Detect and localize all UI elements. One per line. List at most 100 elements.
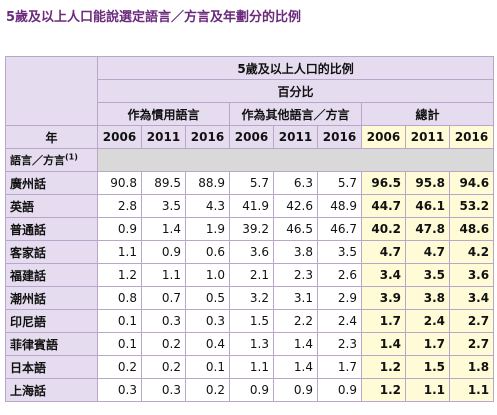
total-value: 4.2: [448, 240, 495, 264]
other-value: 2.3: [273, 263, 318, 287]
usual-value: 0.8: [97, 286, 142, 310]
year-total-2006: 2006: [361, 125, 406, 149]
other-value: 2.1: [229, 263, 274, 287]
table-row: 廣州話 90.8 89.5 88.9 5.7 6.3 5.7 96.5 95.8 94.6: [5, 171, 495, 195]
total-value: 47.8: [405, 217, 450, 241]
other-value: 1.1: [229, 355, 274, 379]
total-value: 3.4: [361, 263, 406, 287]
usual-value: 1.2: [97, 263, 142, 287]
other-value: 1.3: [229, 332, 274, 356]
year-other-2016: 2016: [317, 125, 362, 149]
usual-value: 0.5: [185, 286, 230, 310]
table-row: 英語 2.8 3.5 4.3 41.9 42.6 48.9 44.7 46.1 53.2: [5, 194, 495, 218]
usual-value: 1.1: [141, 263, 186, 287]
total-value: 3.9: [361, 286, 406, 310]
usual-value: 4.3: [185, 194, 230, 218]
usual-value: 88.9: [185, 171, 230, 195]
year-total-2016: 2016: [448, 125, 495, 149]
total-value: 2.7: [448, 309, 495, 333]
other-value: 1.4: [273, 355, 318, 379]
header-main: 5歲及以上人口的比例: [96, 56, 495, 80]
other-value: 5.7: [317, 171, 362, 195]
row-language: 普通話: [5, 217, 98, 241]
table-row: 菲律賓語 0.1 0.2 0.4 1.3 1.4 2.3 1.4 1.7 2.7: [5, 332, 495, 356]
total-value: 2.7: [448, 332, 495, 356]
other-value: 0.9: [229, 378, 274, 402]
other-value: 2.2: [273, 309, 318, 333]
language-table: 5歲及以上人口的比例 百分比 作為慣用語言 作為其他語言／方言 總計 年 200…: [5, 56, 495, 402]
other-value: 42.6: [273, 194, 318, 218]
other-value: 2.6: [317, 263, 362, 287]
total-value: 1.1: [448, 378, 495, 402]
row-language: 印尼語: [5, 309, 98, 333]
total-value: 1.5: [405, 355, 450, 379]
total-value: 2.4: [405, 309, 450, 333]
total-value: 40.2: [361, 217, 406, 241]
header-sub: 百分比: [96, 79, 495, 103]
other-value: 3.5: [317, 240, 362, 264]
other-value: 3.2: [229, 286, 274, 310]
usual-value: 0.2: [185, 378, 230, 402]
row-language: 上海話: [5, 378, 98, 402]
row-language: 福建話: [5, 263, 98, 287]
corner-cell: [5, 56, 98, 126]
usual-value: 0.9: [97, 217, 142, 241]
year-label: 年: [5, 125, 98, 149]
year-total-2011: 2011: [405, 125, 450, 149]
usual-value: 1.1: [97, 240, 142, 264]
usual-value: 0.1: [185, 355, 230, 379]
usual-value: 0.2: [97, 355, 142, 379]
total-value: 1.8: [448, 355, 495, 379]
row-language: 英語: [5, 194, 98, 218]
total-value: 94.6: [448, 171, 495, 195]
usual-value: 0.1: [97, 332, 142, 356]
page-title: 5歲及以上人口能說選定語言／方言及年劃分的比例: [6, 10, 302, 25]
other-value: 39.2: [229, 217, 274, 241]
usual-value: 0.4: [185, 332, 230, 356]
total-value: 1.7: [361, 309, 406, 333]
other-value: 48.9: [317, 194, 362, 218]
year-row: 年 2006 2011 2016 2006 2011 2016 2006 201…: [5, 125, 495, 149]
usual-value: 0.3: [141, 309, 186, 333]
year-usual-2006: 2006: [97, 125, 142, 149]
total-value: 1.1: [405, 378, 450, 402]
usual-value: 1.0: [185, 263, 230, 287]
total-value: 3.6: [448, 263, 495, 287]
other-value: 5.7: [229, 171, 274, 195]
total-value: 3.5: [405, 263, 450, 287]
other-value: 41.9: [229, 194, 274, 218]
other-value: 0.9: [273, 378, 318, 402]
table-row: 潮州話 0.8 0.7 0.5 3.2 3.1 2.9 3.9 3.8 3.4: [5, 286, 495, 310]
usual-value: 0.7: [141, 286, 186, 310]
other-value: 1.7: [317, 355, 362, 379]
other-value: 2.3: [317, 332, 362, 356]
row-language: 菲律賓語: [5, 332, 98, 356]
language-table-container: 5歲及以上人口的比例 百分比 作為慣用語言 作為其他語言／方言 總計 年 200…: [5, 56, 495, 402]
row-language: 日本語: [5, 355, 98, 379]
usual-value: 3.5: [141, 194, 186, 218]
table-row: 上海話 0.3 0.3 0.2 0.9 0.9 0.9 1.2 1.1 1.1: [5, 378, 495, 402]
year-usual-2011: 2011: [141, 125, 186, 149]
total-value: 1.4: [361, 332, 406, 356]
total-value: 46.1: [405, 194, 450, 218]
total-value: 53.2: [448, 194, 495, 218]
usual-value: 0.2: [141, 355, 186, 379]
usual-value: 0.1: [97, 309, 142, 333]
group-total: 總計: [360, 102, 495, 126]
usual-value: 0.6: [185, 240, 230, 264]
table-row: 印尼語 0.1 0.3 0.3 1.5 2.2 2.4 1.7 2.4 2.7: [5, 309, 495, 333]
other-value: 2.9: [317, 286, 362, 310]
usual-value: 0.3: [141, 378, 186, 402]
total-value: 1.2: [361, 378, 406, 402]
usual-value: 89.5: [141, 171, 186, 195]
usual-value: 0.2: [141, 332, 186, 356]
total-value: 1.7: [405, 332, 450, 356]
table-row: 普通話 0.9 1.4 1.9 39.2 46.5 46.7 40.2 47.8 48.6: [5, 217, 495, 241]
table-row: 客家話 1.1 0.9 0.6 3.6 3.8 3.5 4.7 4.7 4.2: [5, 240, 495, 264]
lang-header-row: 語言／方言(1): [5, 148, 495, 172]
year-other-2011: 2011: [273, 125, 318, 149]
other-value: 3.8: [273, 240, 318, 264]
total-value: 3.8: [405, 286, 450, 310]
other-value: 2.4: [317, 309, 362, 333]
other-value: 46.5: [273, 217, 318, 241]
